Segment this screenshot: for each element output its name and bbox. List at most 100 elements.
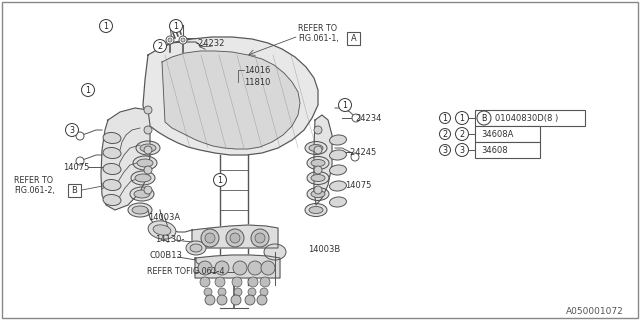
Circle shape — [144, 166, 152, 174]
Polygon shape — [143, 37, 318, 155]
Circle shape — [198, 261, 212, 275]
Ellipse shape — [103, 164, 121, 174]
Circle shape — [215, 261, 229, 275]
Ellipse shape — [103, 180, 121, 190]
Circle shape — [339, 99, 351, 111]
FancyBboxPatch shape — [475, 142, 540, 158]
Ellipse shape — [307, 188, 329, 201]
Text: FIG.061-1,: FIG.061-1, — [298, 34, 339, 43]
Text: 14075: 14075 — [345, 180, 371, 189]
Ellipse shape — [305, 141, 327, 155]
Circle shape — [81, 84, 95, 97]
Circle shape — [232, 277, 242, 287]
Polygon shape — [195, 255, 280, 278]
Ellipse shape — [309, 145, 323, 151]
Circle shape — [76, 132, 84, 140]
Text: 3: 3 — [70, 125, 74, 134]
Text: 1: 1 — [342, 100, 348, 109]
Ellipse shape — [330, 165, 346, 175]
Ellipse shape — [103, 148, 121, 158]
Polygon shape — [192, 225, 278, 248]
Circle shape — [456, 127, 468, 140]
FancyBboxPatch shape — [475, 110, 585, 126]
Text: 1: 1 — [104, 21, 109, 30]
Ellipse shape — [135, 174, 151, 182]
Circle shape — [440, 113, 451, 124]
Text: REFER TO: REFER TO — [298, 23, 337, 33]
Circle shape — [257, 295, 267, 305]
Text: A050001072: A050001072 — [566, 308, 624, 316]
Text: 14016: 14016 — [244, 66, 270, 75]
FancyBboxPatch shape — [68, 184, 81, 197]
Circle shape — [201, 229, 219, 247]
Text: FIG.061-2,: FIG.061-2, — [14, 186, 55, 195]
Circle shape — [226, 229, 244, 247]
Text: REFER TOFIG.061-4: REFER TOFIG.061-4 — [147, 268, 225, 276]
Text: 1: 1 — [173, 21, 179, 30]
Circle shape — [154, 39, 166, 52]
Circle shape — [456, 143, 468, 156]
Polygon shape — [101, 108, 150, 210]
Text: B: B — [481, 114, 487, 123]
Text: 3: 3 — [460, 146, 465, 155]
Ellipse shape — [128, 203, 152, 217]
Text: 2: 2 — [460, 130, 465, 139]
Circle shape — [314, 126, 322, 134]
Ellipse shape — [311, 174, 325, 181]
Circle shape — [440, 129, 451, 140]
Polygon shape — [162, 51, 300, 149]
Circle shape — [314, 186, 322, 194]
Text: 2: 2 — [157, 42, 163, 51]
Ellipse shape — [305, 204, 327, 217]
Ellipse shape — [190, 244, 202, 252]
Circle shape — [261, 261, 275, 275]
Text: 3: 3 — [442, 146, 447, 155]
Circle shape — [205, 295, 215, 305]
Circle shape — [234, 288, 242, 296]
Ellipse shape — [130, 187, 154, 201]
Circle shape — [248, 288, 256, 296]
Text: 01040830D(8 ): 01040830D(8 ) — [495, 114, 558, 123]
Ellipse shape — [330, 150, 346, 160]
Circle shape — [204, 288, 212, 296]
Ellipse shape — [307, 156, 329, 170]
Ellipse shape — [132, 206, 148, 214]
Text: 1: 1 — [218, 175, 223, 185]
Circle shape — [205, 233, 215, 243]
Circle shape — [179, 36, 187, 44]
Circle shape — [200, 277, 210, 287]
Text: 24234: 24234 — [355, 114, 381, 123]
Circle shape — [314, 146, 322, 154]
Ellipse shape — [134, 190, 150, 198]
FancyBboxPatch shape — [347, 32, 360, 45]
Ellipse shape — [330, 135, 346, 145]
Text: C00B13: C00B13 — [149, 251, 182, 260]
Ellipse shape — [311, 190, 325, 197]
Circle shape — [456, 111, 468, 124]
Ellipse shape — [103, 132, 121, 144]
Circle shape — [218, 288, 226, 296]
Text: 1: 1 — [86, 85, 90, 94]
Text: B: B — [72, 186, 77, 195]
Circle shape — [99, 20, 113, 33]
Circle shape — [144, 146, 152, 154]
Circle shape — [314, 166, 322, 174]
Circle shape — [260, 277, 270, 287]
Circle shape — [255, 233, 265, 243]
Ellipse shape — [131, 171, 155, 185]
Circle shape — [245, 295, 255, 305]
Circle shape — [351, 153, 359, 161]
Text: 14130-: 14130- — [155, 236, 184, 244]
Circle shape — [477, 111, 491, 125]
Circle shape — [181, 38, 185, 42]
Ellipse shape — [330, 181, 346, 191]
Circle shape — [231, 295, 241, 305]
Text: A: A — [351, 34, 356, 43]
Ellipse shape — [330, 197, 346, 207]
Text: 14003A: 14003A — [148, 213, 180, 222]
Circle shape — [233, 261, 247, 275]
Text: 14075: 14075 — [63, 163, 90, 172]
Text: -24245: -24245 — [348, 148, 377, 156]
Circle shape — [230, 233, 240, 243]
Ellipse shape — [186, 241, 206, 255]
